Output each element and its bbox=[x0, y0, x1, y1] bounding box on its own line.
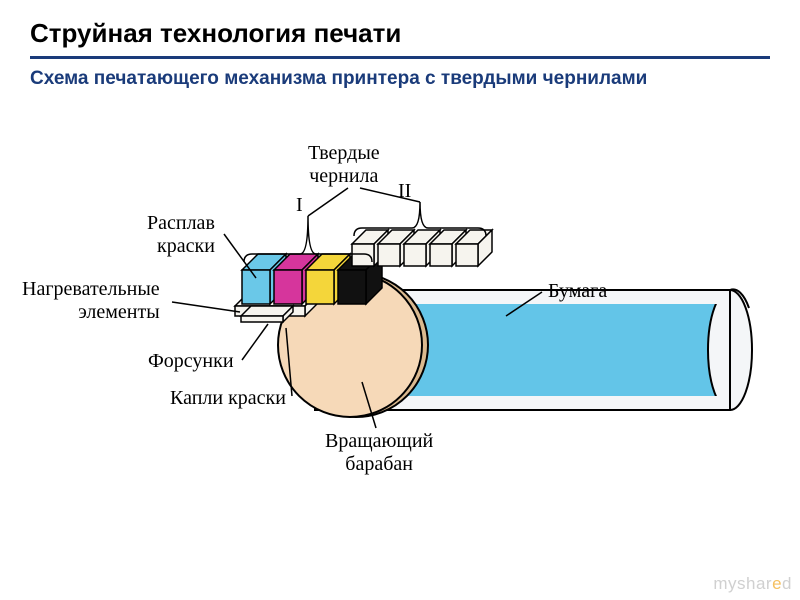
ink-block-0-front bbox=[242, 270, 270, 304]
label-melt: Расплавкраски bbox=[147, 212, 215, 258]
watermark-accent: e bbox=[772, 574, 782, 593]
lead-melt bbox=[224, 234, 256, 278]
lead-nozzles bbox=[242, 324, 268, 360]
label-nozzles: Форсунки bbox=[148, 350, 234, 373]
solid-stick-1-front bbox=[378, 244, 400, 266]
label-roman-two: II bbox=[398, 180, 411, 203]
ink-block-3-front bbox=[338, 270, 366, 304]
watermark-tail: d bbox=[782, 574, 792, 593]
nozzle-bar-front bbox=[241, 316, 283, 322]
solid-stick-3-front bbox=[430, 244, 452, 266]
lead-heaters bbox=[172, 302, 240, 312]
solid-stick-4-front bbox=[456, 244, 478, 266]
label-paper: Бумага bbox=[548, 280, 607, 303]
label-roman-one: I bbox=[296, 194, 303, 217]
label-drops: Капли краски bbox=[170, 387, 286, 410]
watermark-plain: myshar bbox=[713, 574, 772, 593]
label-drum: Вращающийбарабан bbox=[325, 430, 433, 476]
page-title: Струйная технология печати bbox=[30, 18, 401, 49]
solid-stick-0-front bbox=[352, 244, 374, 266]
diagram-container: Твердыечернила Расплавкраски Нагреватель… bbox=[0, 120, 800, 560]
label-solid-ink: Твердыечернила bbox=[308, 142, 380, 188]
lead-solid-1 bbox=[308, 188, 348, 216]
watermark: myshared bbox=[713, 574, 792, 594]
ink-block-1-front bbox=[274, 270, 302, 304]
page-subtitle: Схема печатающего механизма принтера с т… bbox=[30, 68, 647, 90]
label-heaters: Нагревательныеэлементы bbox=[22, 278, 160, 324]
title-rule bbox=[30, 56, 770, 59]
solid-stick-2-front bbox=[404, 244, 426, 266]
ink-block-2-front bbox=[306, 270, 334, 304]
